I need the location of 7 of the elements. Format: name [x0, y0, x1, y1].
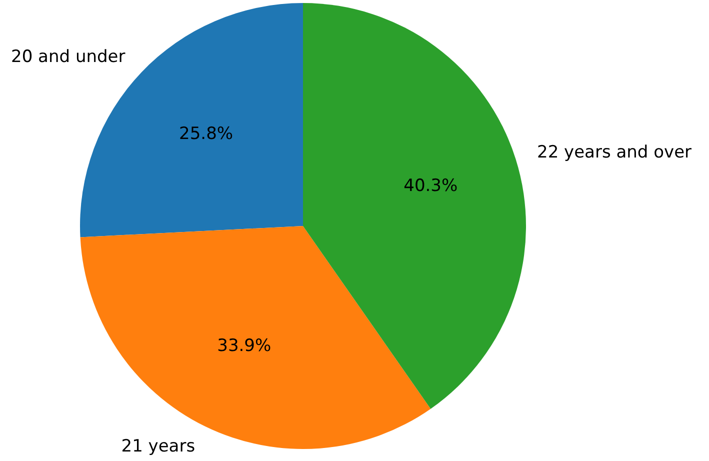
data-label: 33.9% — [217, 336, 272, 356]
data-label: 25.8% — [179, 124, 234, 144]
slice-label: 20 and under — [11, 46, 126, 67]
slice-label: 21 years — [121, 436, 196, 456]
pie-slice — [303, 3, 526, 409]
data-label: 40.3% — [404, 176, 458, 196]
slice-label: 22 years and over — [537, 142, 692, 162]
